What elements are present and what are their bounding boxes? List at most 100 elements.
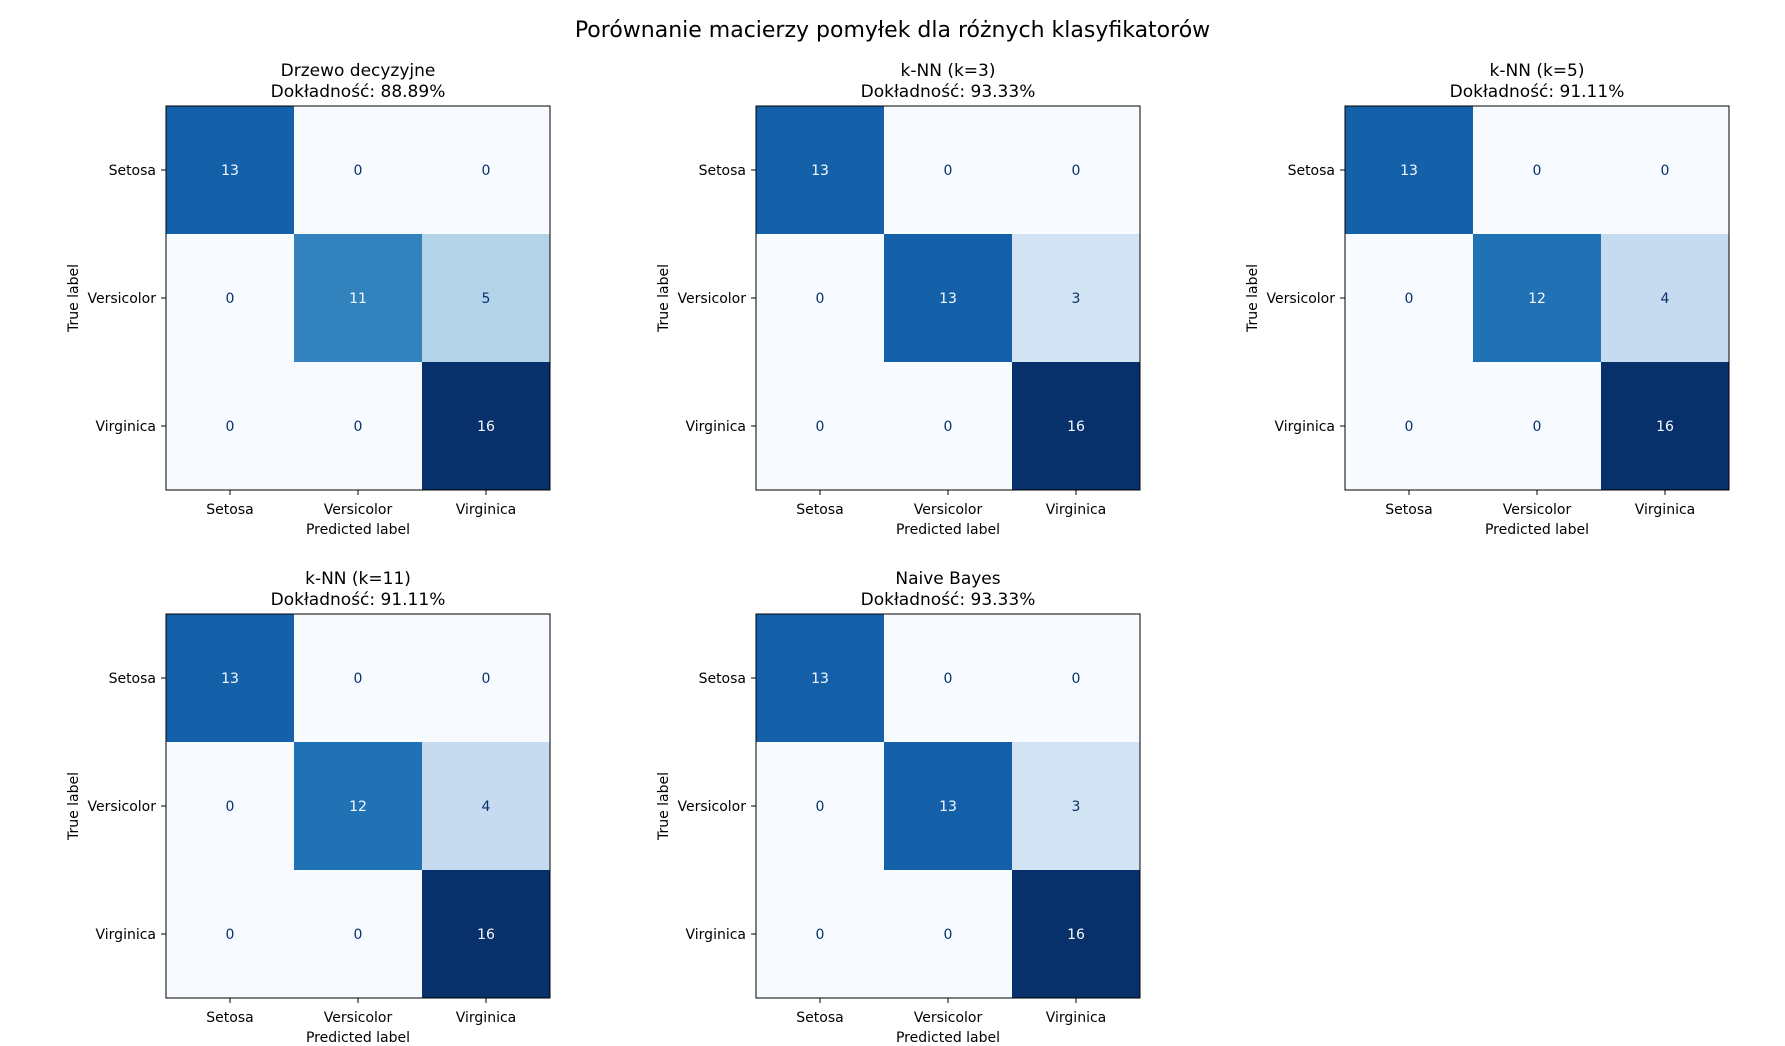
y-tick-label: Versicolor bbox=[677, 291, 746, 307]
matrix-cell bbox=[166, 106, 295, 235]
x-tick-label: Virginica bbox=[456, 502, 516, 518]
cell-value: 16 bbox=[477, 419, 495, 435]
cell-value: 13 bbox=[221, 163, 239, 179]
y-tick-label: Virginica bbox=[686, 419, 746, 435]
matrix-cell bbox=[1012, 234, 1141, 363]
cell-value: 0 bbox=[1072, 671, 1081, 687]
subplot-subtitle: Dokładność: 93.33% bbox=[861, 82, 1036, 102]
cell-value: 0 bbox=[226, 927, 235, 943]
cell-value: 13 bbox=[811, 163, 829, 179]
cell-value: 0 bbox=[482, 671, 491, 687]
y-tick-label: Versicolor bbox=[677, 799, 746, 815]
matrix-cell bbox=[1601, 106, 1730, 235]
matrix-cell bbox=[422, 870, 551, 999]
x-axis-label: Predicted label bbox=[896, 1030, 1000, 1046]
cell-value: 0 bbox=[1072, 163, 1081, 179]
cell-value: 12 bbox=[349, 799, 367, 815]
confusion-matrix-1: 13 0 0 0 11 5 0 0 16 Setosa Versicolor Virginica Set… bbox=[66, 61, 551, 538]
cell-value: 16 bbox=[1067, 419, 1085, 435]
y-tick-label: Setosa bbox=[699, 671, 746, 687]
matrix-cell bbox=[1012, 362, 1141, 491]
x-tick-label: Setosa bbox=[796, 502, 843, 518]
matrix-cell bbox=[422, 106, 551, 235]
matrix-cell bbox=[166, 742, 295, 871]
x-axis-label: Predicted label bbox=[1485, 522, 1589, 538]
cell-value: 0 bbox=[226, 419, 235, 435]
matrix-cell bbox=[756, 614, 885, 743]
y-tick-label: Versicolor bbox=[87, 291, 156, 307]
y-axis-label: True label bbox=[66, 264, 82, 333]
cell-value: 0 bbox=[226, 799, 235, 815]
cell-value: 5 bbox=[482, 291, 491, 307]
cell-value: 0 bbox=[816, 291, 825, 307]
cell-value: 13 bbox=[221, 671, 239, 687]
x-axis-label: Predicted label bbox=[306, 1030, 410, 1046]
x-tick-label: Virginica bbox=[456, 1010, 516, 1026]
matrix-cell bbox=[1345, 234, 1474, 363]
matrix-cell bbox=[756, 234, 885, 363]
y-axis-label: True label bbox=[656, 772, 672, 841]
cell-value: 4 bbox=[482, 799, 491, 815]
subplot-title: k-NN (k=5) bbox=[1490, 61, 1585, 81]
cell-value: 13 bbox=[1400, 163, 1418, 179]
cell-value: 4 bbox=[1661, 291, 1670, 307]
matrix-cell bbox=[1473, 106, 1602, 235]
matrix-cell bbox=[1012, 614, 1141, 743]
matrix-cell bbox=[884, 106, 1013, 235]
y-tick-label: Virginica bbox=[96, 419, 156, 435]
matrix-cell bbox=[422, 234, 551, 363]
matrix-cell bbox=[294, 614, 423, 743]
cell-value: 0 bbox=[354, 419, 363, 435]
matrix-cell bbox=[884, 362, 1013, 491]
x-tick-label: Virginica bbox=[1046, 502, 1106, 518]
x-tick-label: Setosa bbox=[206, 502, 253, 518]
matrix-cell bbox=[1601, 234, 1730, 363]
matrix-cell bbox=[294, 742, 423, 871]
cell-value: 0 bbox=[944, 419, 953, 435]
x-tick-label: Versicolor bbox=[914, 502, 983, 518]
y-tick-label: Versicolor bbox=[87, 799, 156, 815]
cell-value: 0 bbox=[226, 291, 235, 307]
matrix-cell bbox=[756, 106, 885, 235]
subplot-subtitle: Dokładność: 91.11% bbox=[1450, 82, 1625, 102]
cell-value: 0 bbox=[354, 163, 363, 179]
matrix-cell bbox=[294, 362, 423, 491]
cell-value: 16 bbox=[477, 927, 495, 943]
confusion-matrix-2: 13 0 0 0 13 3 0 0 16 Setosa Versicolor Virginica Set… bbox=[656, 61, 1141, 538]
matrix-cell bbox=[294, 106, 423, 235]
y-tick-label: Setosa bbox=[699, 163, 746, 179]
matrix-cell bbox=[1012, 870, 1141, 999]
cell-value: 0 bbox=[944, 671, 953, 687]
y-tick-label: Versicolor bbox=[1266, 291, 1335, 307]
x-tick-label: Virginica bbox=[1046, 1010, 1106, 1026]
y-axis-label: True label bbox=[1245, 264, 1261, 333]
matrix-cell bbox=[166, 614, 295, 743]
figure-title: Porównanie macierzy pomyłek dla różnych … bbox=[574, 18, 1211, 43]
matrix-cell bbox=[756, 870, 885, 999]
cell-value: 12 bbox=[1528, 291, 1546, 307]
cell-value: 3 bbox=[1072, 291, 1081, 307]
cell-value: 0 bbox=[354, 927, 363, 943]
subplot-title: k-NN (k=11) bbox=[305, 569, 411, 589]
matrix-cell bbox=[884, 234, 1013, 363]
matrix-cell bbox=[1473, 234, 1602, 363]
matrix-cell bbox=[1473, 362, 1602, 491]
matrix-cell bbox=[166, 362, 295, 491]
matrix-cell bbox=[166, 234, 295, 363]
cell-value: 0 bbox=[1405, 291, 1414, 307]
cell-value: 11 bbox=[349, 291, 367, 307]
x-axis-label: Predicted label bbox=[896, 522, 1000, 538]
cell-value: 0 bbox=[1661, 163, 1670, 179]
cell-value: 13 bbox=[939, 291, 957, 307]
y-tick-label: Setosa bbox=[109, 671, 156, 687]
subplot-subtitle: Dokładność: 93.33% bbox=[861, 590, 1036, 610]
matrix-cell bbox=[166, 870, 295, 999]
y-axis-label: True label bbox=[66, 772, 82, 841]
x-tick-label: Setosa bbox=[206, 1010, 253, 1026]
matrix-cell bbox=[294, 870, 423, 999]
matrix-cell bbox=[1345, 106, 1474, 235]
y-axis-label: True label bbox=[656, 264, 672, 333]
matrix-cell bbox=[422, 614, 551, 743]
y-tick-label: Setosa bbox=[1288, 163, 1335, 179]
